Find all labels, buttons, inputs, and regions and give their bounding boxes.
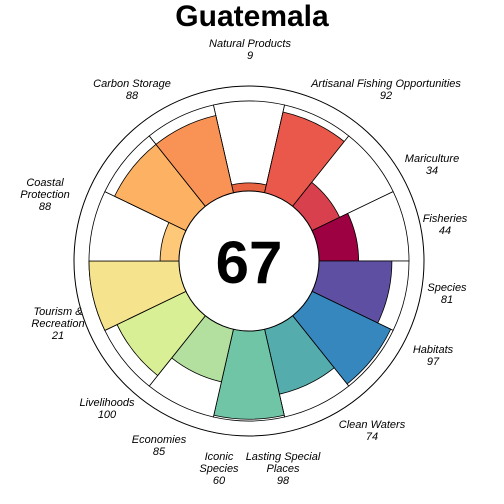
petal-value-fisheries: 44: [439, 225, 451, 237]
petal-name-tourism-recreation: Tourism &: [33, 306, 82, 318]
petal-name-lasting-special-places: Places: [266, 463, 300, 475]
petals: [88, 100, 410, 422]
petal-name-fisheries: Fisheries: [423, 213, 468, 225]
petal-value-mariculture: 34: [426, 165, 438, 177]
petal-label-coastal-protection: Coastal Protection 88: [20, 177, 70, 213]
petal-value-iconic-species: 60: [213, 475, 226, 487]
petal-label-iconic-species: Iconic Species 60: [199, 451, 239, 487]
petal-labels: Natural Products 9 Artisanal Fishing Oppor…: [20, 38, 468, 487]
petal-value-natural-products: 9: [247, 50, 253, 62]
petal-label-clean-waters: Clean Waters 74: [339, 419, 406, 443]
petal-label-fisheries: Fisheries 44: [423, 213, 468, 237]
petal-name-economies: Economies: [132, 434, 187, 446]
petal-label-lasting-special-places: Lasting Special Places 98: [246, 451, 321, 487]
petal-value-species: 81: [441, 294, 453, 306]
petal-label-economies: Economies 85: [132, 434, 187, 458]
petal-value-artisanal-fishing-opportunities: 92: [380, 90, 392, 102]
center-circle: [178, 190, 320, 332]
petal-value-coastal-protection: 88: [39, 201, 52, 213]
petal-value-clean-waters: 74: [366, 431, 378, 443]
petal-label-artisanal-fishing-opportunities: Artisanal Fishing Opportunities 92: [310, 78, 461, 102]
petal-value-carbon-storage: 88: [126, 90, 139, 102]
petal-label-livelihoods: Livelihoods 100: [79, 397, 135, 421]
petal-name-lasting-special-places: Lasting Special: [246, 451, 321, 463]
petal-value-habitats: 97: [427, 356, 440, 368]
petal-label-natural-products: Natural Products 9: [209, 38, 291, 62]
petal-name-natural-products: Natural Products: [209, 38, 291, 50]
petal-label-tourism-recreation: Tourism & Recreation 21: [31, 306, 84, 342]
petal-name-coastal-protection: Coastal: [26, 177, 64, 189]
petal-name-livelihoods: Livelihoods: [79, 397, 135, 409]
petal-value-economies: 85: [153, 446, 166, 458]
petal-label-carbon-storage: Carbon Storage 88: [93, 78, 171, 102]
petal-name-iconic-species: Iconic: [205, 451, 234, 463]
chart-title: Guatemala: [175, 0, 329, 33]
petal-name-carbon-storage: Carbon Storage: [93, 78, 171, 90]
petal-name-coastal-protection: Protection: [20, 189, 70, 201]
petal-value-livelihoods: 100: [98, 409, 117, 421]
petal-value-tourism-recreation: 21: [51, 330, 64, 342]
petal-name-clean-waters: Clean Waters: [339, 419, 406, 431]
petal-name-iconic-species: Species: [199, 463, 239, 475]
petal-name-species: Species: [427, 282, 467, 294]
petal-label-habitats: Habitats 97: [413, 344, 454, 368]
petal-name-artisanal-fishing-opportunities: Artisanal Fishing Opportunities: [310, 78, 461, 90]
petal-name-habitats: Habitats: [413, 344, 454, 356]
petal-label-species: Species 81: [427, 282, 467, 306]
petal-label-mariculture: Mariculture 34: [405, 153, 459, 177]
petal-value-lasting-special-places: 98: [277, 475, 290, 487]
petal-name-tourism-recreation: Recreation: [31, 318, 84, 330]
petal-name-mariculture: Mariculture: [405, 153, 459, 165]
center-score: 67: [216, 229, 283, 296]
outer-ring: [73, 85, 425, 437]
